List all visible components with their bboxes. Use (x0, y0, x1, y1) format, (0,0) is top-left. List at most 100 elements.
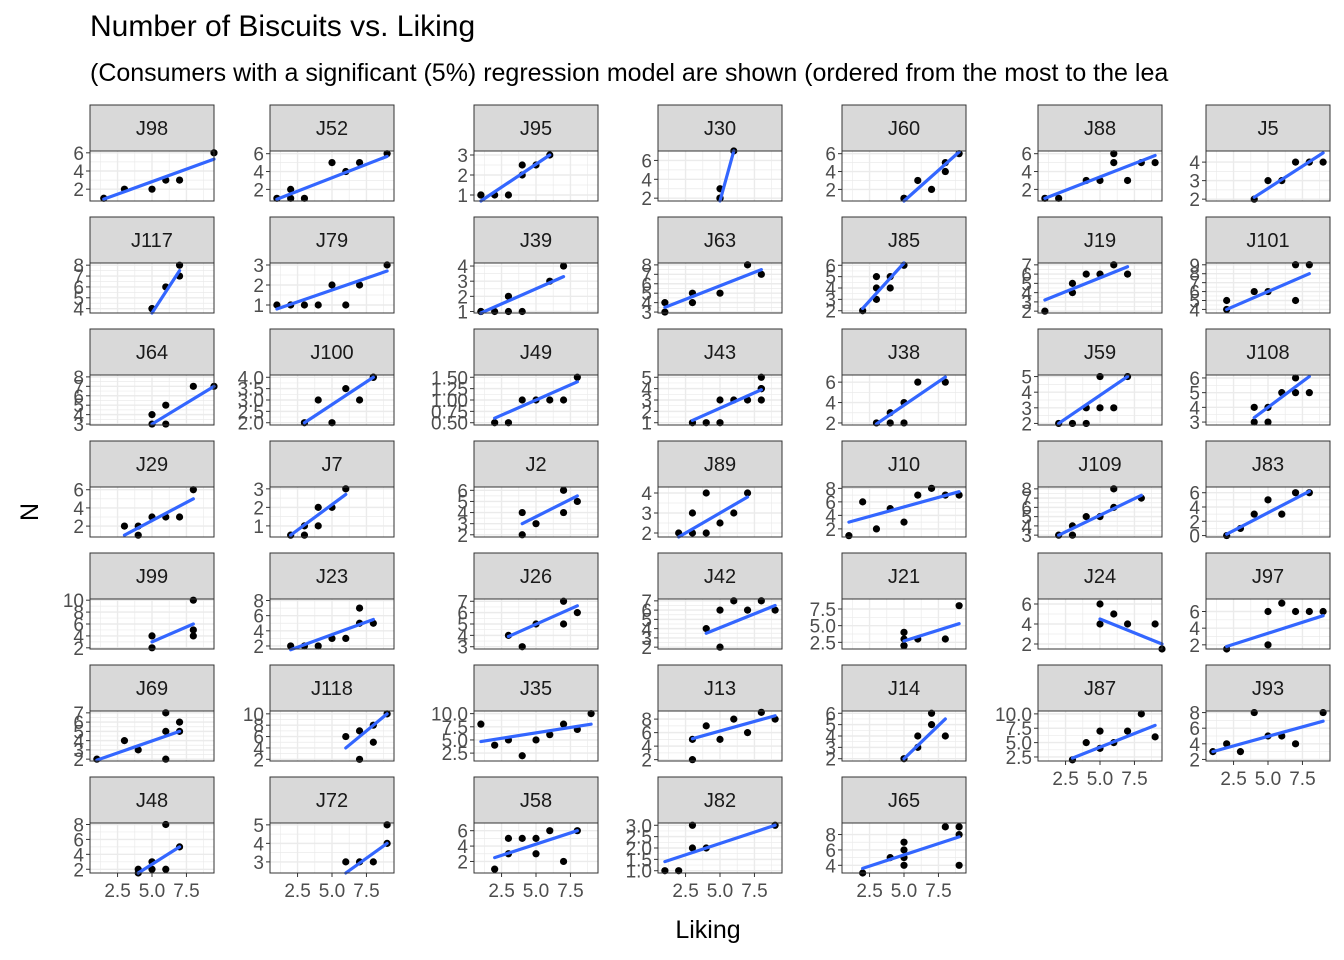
y-tick-label: 3 (641, 303, 652, 324)
y-tick-label: 6 (73, 615, 84, 636)
y-tick-label: 4 (641, 620, 652, 641)
data-point (743, 729, 752, 737)
chart-title: Number of Biscuits vs. Liking (90, 10, 476, 43)
data-point (559, 857, 568, 866)
y-tick-label: 4 (457, 257, 468, 278)
facet-strip-label: J42 (704, 566, 736, 588)
data-point (532, 834, 540, 842)
y-tick-label: 6 (1021, 265, 1032, 286)
data-point (504, 292, 513, 300)
y-tick-label: 4 (457, 837, 468, 858)
panel-border (269, 598, 395, 650)
y-tick-label: 5 (1189, 292, 1200, 313)
data-point (900, 518, 908, 526)
data-point (1264, 418, 1272, 426)
data-point (1151, 733, 1159, 741)
y-tick-label: 3 (1021, 399, 1032, 420)
data-point (1291, 158, 1300, 166)
data-point (661, 308, 669, 316)
data-point (1250, 510, 1258, 518)
regression-line (506, 604, 579, 639)
y-tick-label: 3 (825, 290, 836, 311)
data-point (914, 732, 922, 740)
panel-border (1205, 486, 1331, 538)
y-tick-label: 2 (253, 750, 264, 771)
data-point (1305, 261, 1313, 269)
y-tick-label: 6 (1021, 145, 1032, 166)
y-tick-label: 4 (1189, 398, 1200, 419)
y-tick-label: 4 (1189, 153, 1200, 174)
facet-strip-label: J21 (888, 566, 920, 588)
y-tick-label: 2 (457, 852, 468, 873)
data-point (1123, 176, 1132, 185)
data-point (300, 301, 309, 309)
y-tick-label: 2.5 (238, 402, 264, 423)
facet-panel-j88: J88 246 (1021, 104, 1163, 202)
facet-panel-j98: J98 246 (73, 104, 218, 202)
facet-panel-j21: J21 2.55.07.5 (810, 552, 967, 654)
x-tick-label: 7.5 (557, 881, 583, 902)
facet-strip (473, 552, 599, 600)
facet-strip-label: J64 (136, 342, 168, 364)
panel-border (841, 486, 967, 538)
x-tick-label: 2.5 (1052, 769, 1078, 790)
y-tick-label: 4 (1021, 517, 1032, 538)
regression-line (1043, 153, 1157, 200)
y-tick-label: 10.0 (431, 705, 468, 726)
y-tick-label: 6 (1189, 603, 1200, 624)
facet-panels: J98246J52246J95123J30246J60246J88246J523… (63, 104, 1331, 902)
facet-strip-label: J88 (1084, 118, 1116, 140)
data-point (532, 520, 540, 528)
y-tick-label: 3 (825, 738, 836, 759)
y-tick-label: 2.0 (626, 839, 652, 860)
y-tick-label: 2 (73, 750, 84, 771)
y-tick-label: 2 (825, 302, 836, 323)
data-point (1250, 403, 1258, 411)
data-point (1236, 748, 1245, 756)
y-tick-label: 4 (641, 737, 652, 758)
facet-strip-label: J43 (704, 342, 736, 364)
regression-line (902, 622, 961, 643)
data-point (716, 519, 724, 527)
data-point (120, 522, 129, 530)
y-tick-label: 2 (1021, 414, 1032, 435)
y-tick-label: 5 (1021, 508, 1032, 529)
data-point (134, 746, 142, 754)
facet-strip-label: J95 (520, 118, 552, 140)
y-tick-label: 8 (1189, 704, 1200, 725)
y-tick-label: 2 (253, 498, 264, 519)
panel-border (269, 486, 395, 538)
y-tick-label: 4.0 (238, 368, 264, 389)
facet-strip (657, 552, 783, 600)
data-point (559, 396, 568, 404)
facet-strip-label: J109 (1078, 454, 1121, 476)
data-point (757, 270, 765, 278)
data-point (730, 715, 738, 723)
facet-strip (269, 104, 395, 152)
panel-border (1205, 374, 1331, 426)
facet-strip-label: J5 (1257, 118, 1278, 140)
data-point (914, 176, 922, 185)
facet-strip-label: J89 (704, 454, 736, 476)
panel-border (1037, 486, 1163, 538)
y-tick-label: 4 (457, 626, 468, 647)
regression-line (1225, 489, 1311, 536)
y-tick-label: 8 (253, 592, 264, 613)
data-point (1110, 485, 1118, 493)
data-point (1123, 727, 1132, 735)
data-point (900, 861, 908, 869)
y-tick-label: 1.00 (431, 391, 468, 412)
facet-strip (1037, 104, 1163, 152)
x-tick-label: 5.0 (707, 881, 733, 902)
data-point (355, 281, 364, 289)
data-point (716, 643, 724, 651)
